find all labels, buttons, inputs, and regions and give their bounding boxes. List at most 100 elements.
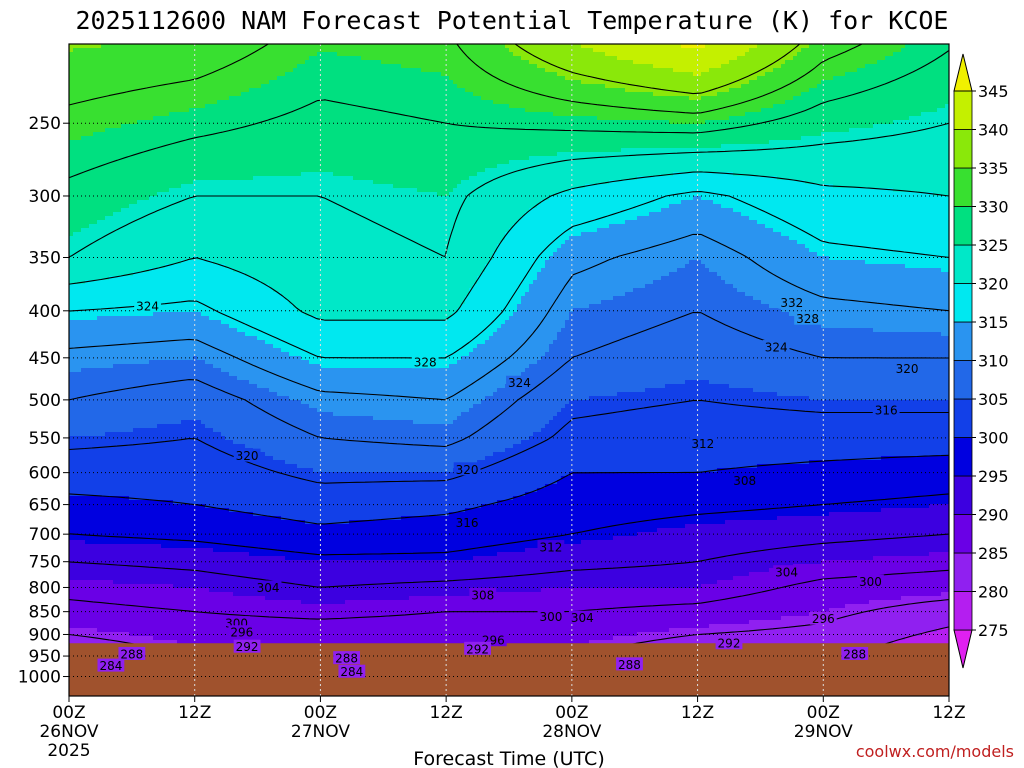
field-cell xyxy=(105,144,110,149)
field-cell xyxy=(145,228,150,233)
field-cell xyxy=(157,556,162,561)
field-cell xyxy=(89,464,94,469)
field-cell xyxy=(185,228,190,233)
field-cell xyxy=(117,460,122,465)
field-cell xyxy=(137,512,142,517)
field-cell xyxy=(85,116,90,121)
field-cell xyxy=(165,512,170,517)
field-cell xyxy=(113,220,118,225)
field-cell xyxy=(173,380,178,385)
field-cell xyxy=(145,484,150,489)
field-cell xyxy=(145,164,150,169)
field-cell xyxy=(113,556,118,561)
field-cell xyxy=(145,360,150,365)
field-cell xyxy=(121,612,126,617)
field-cell xyxy=(173,184,178,189)
field-cell xyxy=(77,536,82,541)
field-cell xyxy=(161,512,166,517)
field-cell xyxy=(173,536,178,541)
field-cell xyxy=(77,124,82,129)
field-cell xyxy=(165,456,170,461)
field-cell xyxy=(105,536,110,541)
field-cell xyxy=(105,320,110,325)
field-cell xyxy=(177,592,182,597)
field-cell xyxy=(173,548,178,553)
field-cell xyxy=(129,480,134,485)
field-cell xyxy=(153,228,158,233)
field-cell xyxy=(97,224,102,229)
field-cell xyxy=(81,548,86,553)
field-cell xyxy=(89,144,94,149)
field-cell xyxy=(109,172,114,177)
field-cell xyxy=(113,408,118,413)
field-cell xyxy=(73,564,78,569)
field-cell xyxy=(69,168,74,173)
field-cell xyxy=(141,340,146,345)
field-cell xyxy=(77,212,82,217)
field-cell xyxy=(189,188,194,193)
field-cell xyxy=(89,584,94,589)
field-cell xyxy=(109,148,114,153)
field-cell xyxy=(181,248,186,253)
field-cell xyxy=(173,304,178,309)
field-cell xyxy=(105,312,110,317)
field-cell xyxy=(81,144,86,149)
field-cell xyxy=(117,256,122,261)
field-cell xyxy=(105,140,110,145)
field-cell xyxy=(113,620,118,625)
field-cell xyxy=(85,580,90,585)
field-cell xyxy=(177,540,182,545)
field-cell xyxy=(129,80,134,85)
field-cell xyxy=(133,436,138,441)
field-cell xyxy=(133,180,138,185)
field-cell xyxy=(69,352,74,357)
field-cell xyxy=(149,84,154,89)
field-cell xyxy=(101,452,106,457)
field-cell xyxy=(149,452,154,457)
field-cell xyxy=(105,600,110,605)
field-cell xyxy=(109,168,114,173)
field-cell xyxy=(161,320,166,325)
field-cell xyxy=(81,384,86,389)
field-cell xyxy=(165,100,170,105)
field-cell xyxy=(113,288,118,293)
field-cell xyxy=(133,516,138,521)
field-cell xyxy=(105,552,110,557)
field-cell xyxy=(93,132,98,137)
field-cell xyxy=(177,56,182,61)
field-cell xyxy=(149,56,154,61)
field-cell xyxy=(121,68,126,73)
field-cell xyxy=(85,556,90,561)
field-cell xyxy=(173,68,178,73)
field-cell xyxy=(157,492,162,497)
field-cell xyxy=(165,132,170,137)
field-cell xyxy=(145,256,150,261)
field-cell xyxy=(189,440,194,445)
field-cell xyxy=(117,588,122,593)
field-cell xyxy=(93,284,98,289)
field-cell xyxy=(181,348,186,353)
field-cell xyxy=(129,152,134,157)
field-cell xyxy=(89,492,94,497)
field-cell xyxy=(93,464,98,469)
field-cell xyxy=(181,556,186,561)
field-cell xyxy=(173,116,178,121)
field-cell xyxy=(105,216,110,221)
field-cell xyxy=(129,100,134,105)
field-cell xyxy=(117,604,122,609)
field-cell xyxy=(169,552,174,557)
field-cell xyxy=(69,156,74,161)
field-cell xyxy=(85,372,90,377)
field-cell xyxy=(189,460,194,465)
field-cell xyxy=(97,228,102,233)
field-cell xyxy=(161,160,166,165)
field-cell xyxy=(73,188,78,193)
field-cell xyxy=(165,144,170,149)
field-cell xyxy=(149,176,154,181)
field-cell xyxy=(117,612,122,617)
field-cell xyxy=(153,452,158,457)
field-cell xyxy=(109,152,114,157)
field-cell xyxy=(101,316,106,321)
field-cell xyxy=(185,140,190,145)
field-cell xyxy=(81,476,86,481)
